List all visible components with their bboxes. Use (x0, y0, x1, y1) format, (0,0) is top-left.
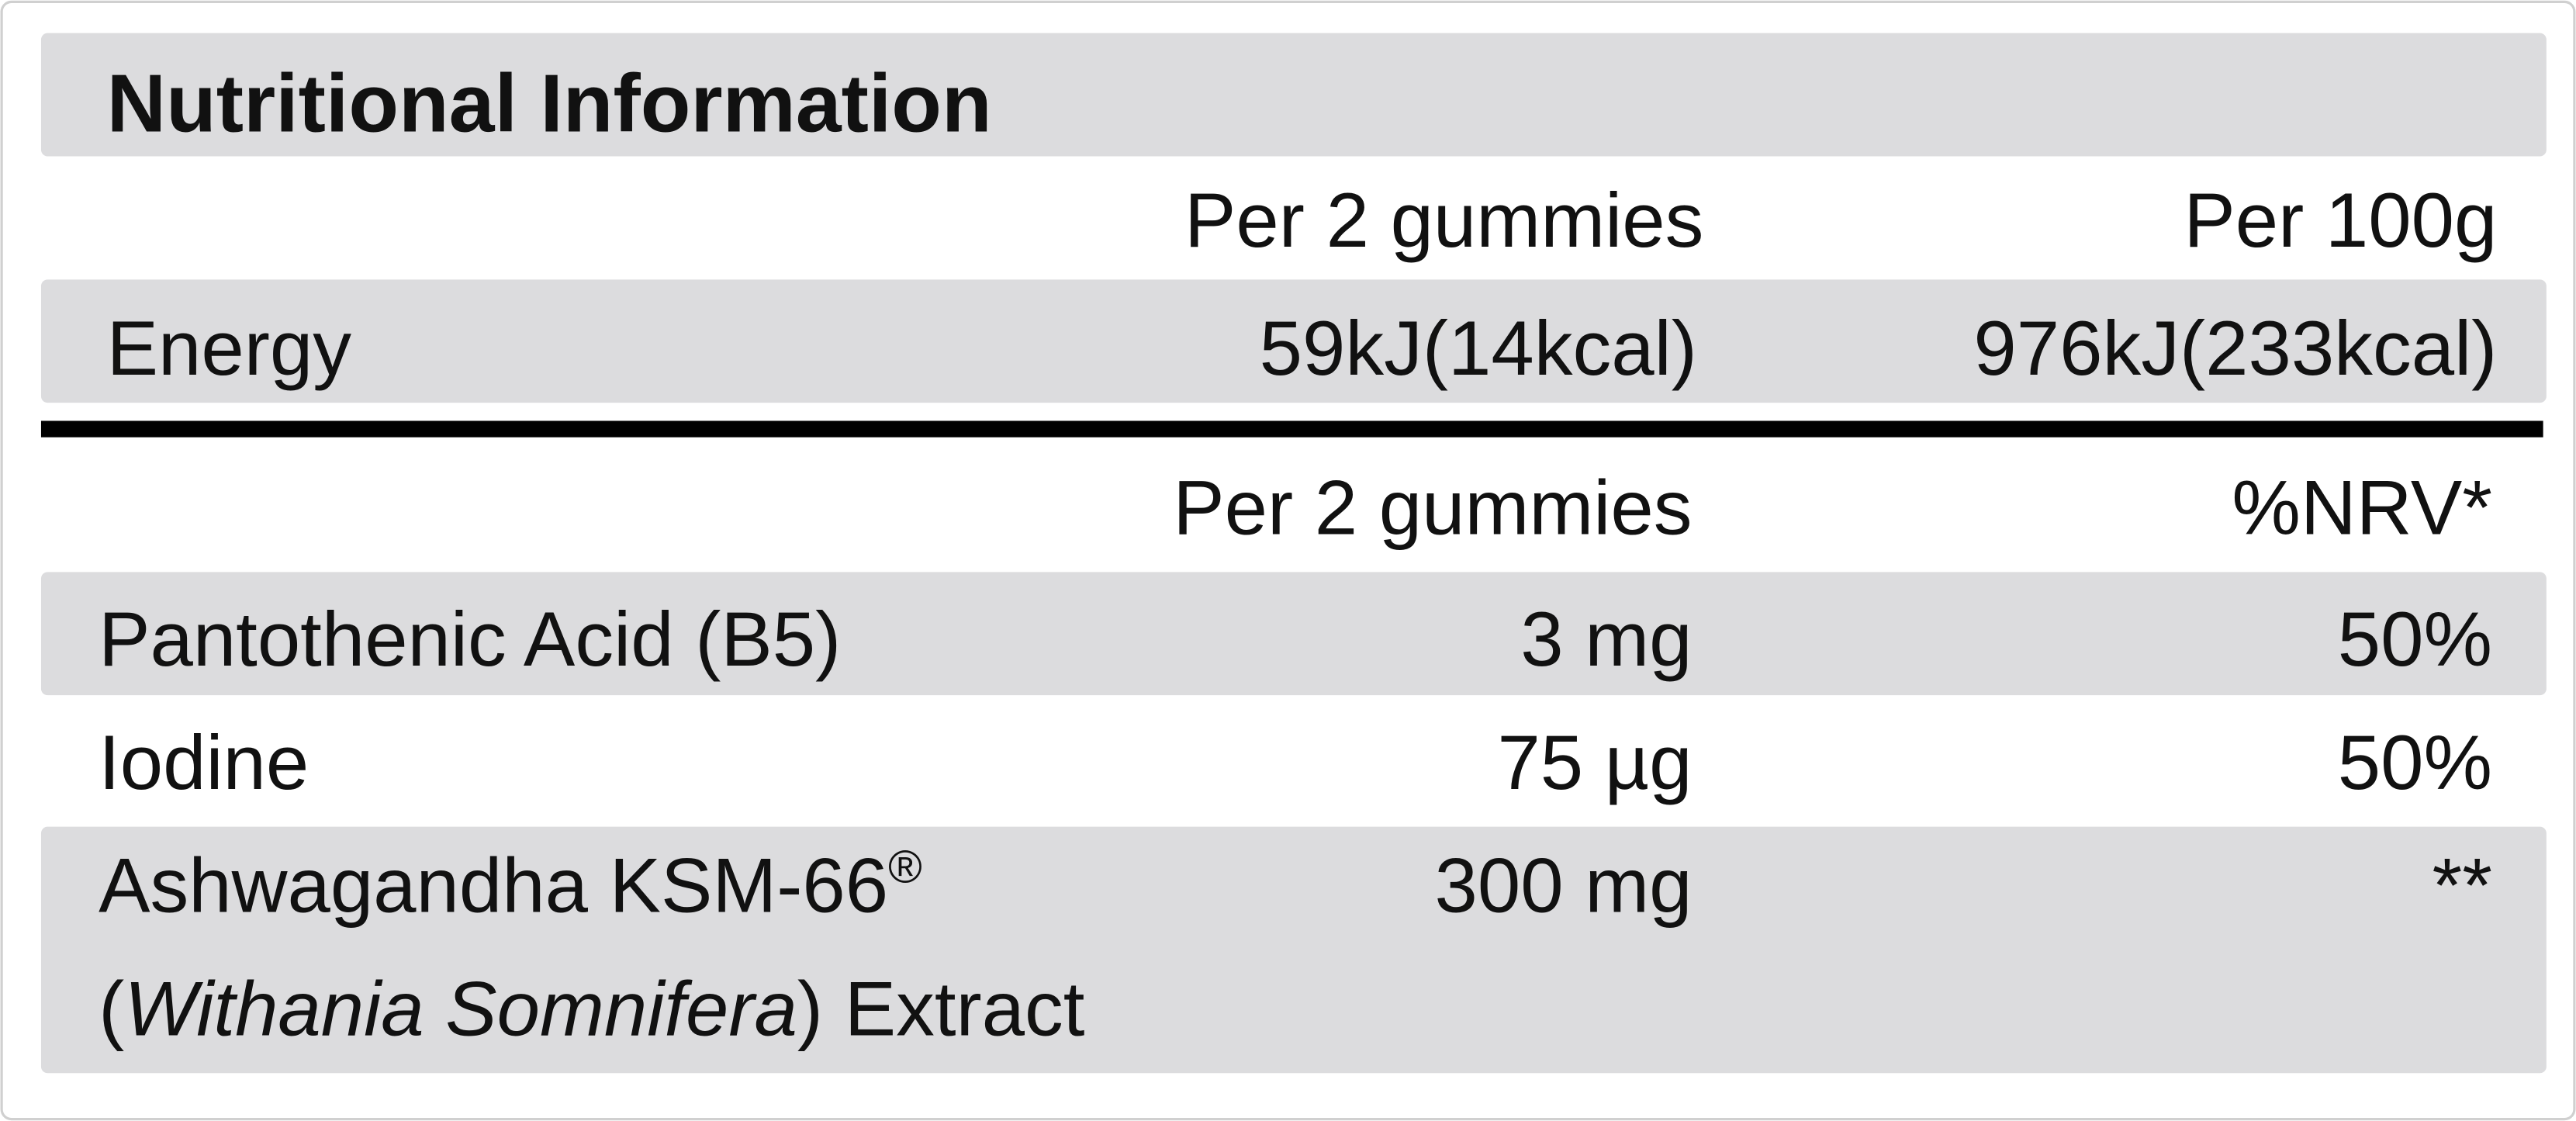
column-header: Per 100g (2184, 178, 2497, 264)
title-band (40, 33, 2547, 157)
row-label: Ashwagandha KSM-66® (99, 841, 922, 929)
cell: 75 µg (1497, 720, 1692, 806)
row-band (40, 826, 2547, 1074)
cell: ** (2433, 843, 2492, 929)
row-label: Pantothenic Acid (B5) (99, 597, 841, 683)
column-header: Per 2 gummies (1184, 178, 1703, 264)
column-header: Per 2 gummies (1173, 465, 1692, 552)
label-part: Ashwagandha KSM-66 (99, 843, 888, 929)
row-band (40, 572, 2547, 696)
row-label: Iodine (99, 720, 309, 806)
column-header: %NRV* (2232, 465, 2492, 552)
cell: 3 mg (1520, 597, 1692, 683)
title: Nutritional Information (107, 58, 992, 150)
cell: 50% (2338, 720, 2492, 806)
row-label: (Withania Somnifera) Extract (99, 967, 1084, 1053)
label-part: ( (99, 967, 124, 1053)
cell: 50% (2338, 597, 2492, 683)
latin-name: Withania Somnifera (124, 967, 797, 1053)
divider (40, 420, 2543, 438)
registered-mark: ® (888, 841, 922, 893)
cell: 300 mg (1435, 843, 1693, 929)
row-band (40, 279, 2547, 403)
cell: 976kJ(233kcal) (1973, 306, 2497, 392)
row-label: Energy (107, 306, 352, 392)
label-part: ) Extract (797, 967, 1085, 1053)
cell: 59kJ(14kcal) (1260, 306, 1697, 392)
